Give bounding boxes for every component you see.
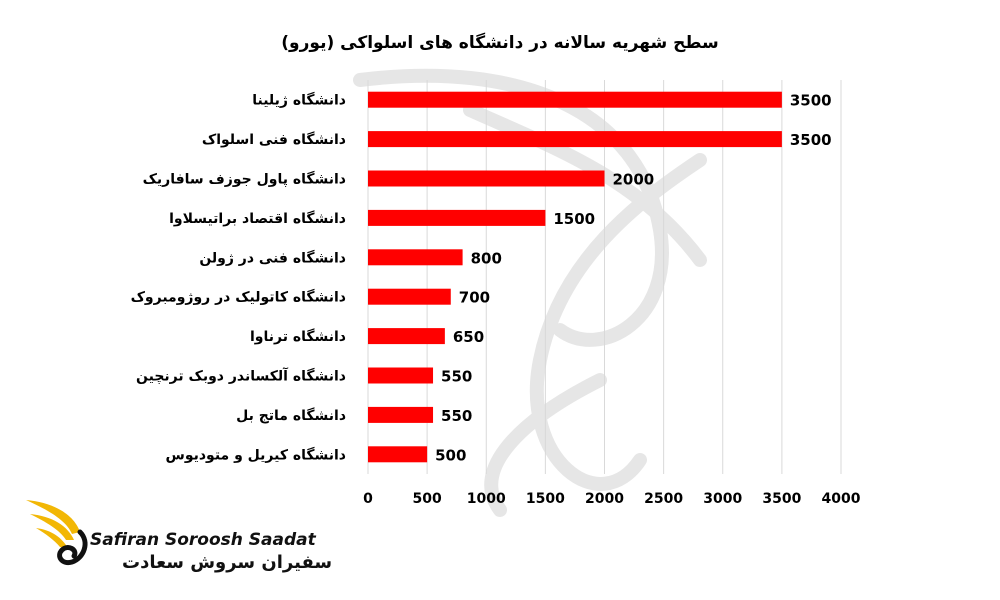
- category-label: دانشگاه کاتولیک در روژومبروک: [131, 289, 346, 306]
- category-label: دانشگاه فنی اسلواک: [202, 131, 346, 148]
- x-tick-label: 2500: [644, 491, 683, 507]
- data-label: 700: [459, 289, 490, 307]
- wing-logo-icon: [26, 500, 88, 566]
- brand-name-fa: سفیران سروش سعادت: [122, 552, 333, 573]
- category-label: دانشگاه ژیلینا: [252, 92, 346, 109]
- bar: [368, 209, 546, 226]
- category-label: دانشگاه کیریل و متودیوس: [166, 446, 347, 463]
- category-label: دانشگاه ماتج بل: [236, 407, 346, 424]
- value-labels: 3500 3500 2000 1500 800 700 650 550 550 500: [435, 92, 832, 465]
- data-label: 1500: [553, 210, 595, 228]
- x-tick-label: 500: [413, 491, 442, 507]
- chart-title: سطح شهریه سالانه در دانشگاه های اسلواکی …: [281, 32, 718, 53]
- category-label: دانشگاه فنی در ژولن: [199, 249, 346, 266]
- bar: [368, 446, 428, 463]
- x-tick-label: 1500: [526, 491, 565, 507]
- data-label: 3500: [790, 131, 832, 149]
- x-tick-label: 4000: [822, 491, 861, 507]
- data-label: 550: [441, 368, 472, 386]
- category-label: دانشگاه اقتصاد براتیسلاوا: [169, 210, 346, 227]
- wing-feathers: [26, 500, 80, 548]
- brand-name-en: Safiran Soroosh Saadat: [90, 530, 316, 550]
- data-label: 500: [435, 446, 466, 464]
- bar: [368, 328, 445, 345]
- data-label: 800: [471, 249, 502, 267]
- data-label: 2000: [613, 171, 655, 189]
- category-label: دانشگاه ترناوا: [250, 328, 346, 345]
- x-tick-label: 1000: [467, 491, 506, 507]
- bar: [368, 406, 434, 423]
- x-tick-label: 2000: [585, 491, 624, 507]
- category-labels: دانشگاه ژیلینا دانشگاه فنی اسلواک دانشگاه …: [131, 92, 346, 464]
- bar: [368, 91, 782, 108]
- bar: [368, 131, 782, 148]
- x-tick-label: 3500: [762, 491, 801, 507]
- category-label: دانشگاه پاول جوزف سافاریک: [143, 171, 346, 188]
- bar: [368, 249, 463, 266]
- swirl-mark: [57, 529, 88, 566]
- bar: [368, 288, 451, 305]
- data-label: 650: [453, 328, 484, 346]
- bar: [368, 170, 605, 187]
- brand-logo: Safiran Soroosh Saadat سفیران سروش سعادت: [22, 492, 332, 584]
- bar: [368, 367, 434, 384]
- x-axis-ticks: 0 500 1000 1500 2000 2500 3000 3500 4000: [363, 491, 861, 507]
- watermark-swirl: [353, 68, 707, 517]
- bars: [368, 91, 782, 463]
- data-label: 550: [441, 407, 472, 425]
- category-label: دانشگاه آلکساندر دوبک ترنچین: [136, 367, 346, 385]
- x-tick-label: 0: [363, 491, 373, 507]
- x-tick-label: 3000: [703, 491, 742, 507]
- data-label: 3500: [790, 92, 832, 110]
